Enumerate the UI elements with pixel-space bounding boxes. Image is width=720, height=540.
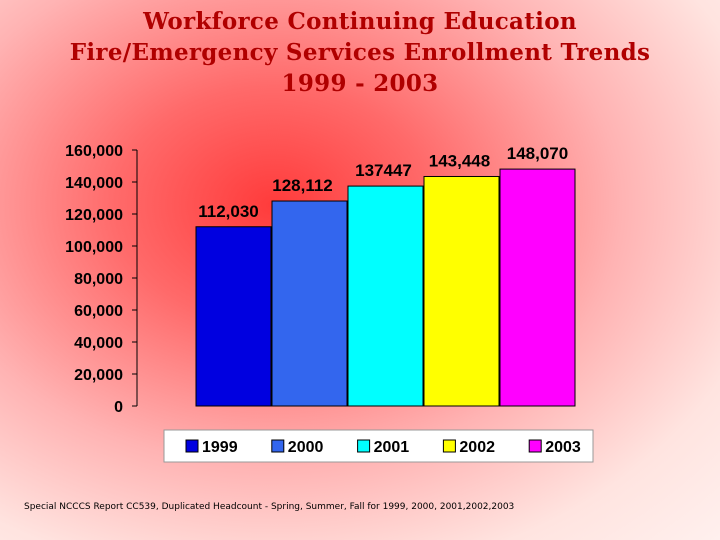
y-tick-label: 80,000 xyxy=(74,271,123,288)
bar-2002 xyxy=(423,175,500,407)
title-line-1: Workforce Continuing Education xyxy=(143,8,577,35)
y-tick-label: 160,000 xyxy=(65,143,123,160)
legend-label-2002: 2002 xyxy=(459,439,495,456)
legend-label-1999: 1999 xyxy=(202,439,238,456)
data-label-2002: 143,448 xyxy=(429,151,490,170)
bar-2003 xyxy=(499,168,576,407)
source-footnote: Special NCCCS Report CC539, Duplicated H… xyxy=(24,502,515,512)
enrollment-bar-chart: 0 20,000 40,000 60,000 80,000 100,000 120,000 1… xyxy=(65,143,594,463)
data-label-2000: 128,112 xyxy=(272,176,333,195)
legend-swatch-2000 xyxy=(271,439,285,453)
bar-2000 xyxy=(271,200,348,407)
legend-box xyxy=(163,429,594,463)
y-tick-label: 60,000 xyxy=(74,303,123,320)
bar-2001 xyxy=(347,185,424,407)
y-tick-label: 140,000 xyxy=(65,175,123,192)
legend-swatch-1999 xyxy=(185,439,199,453)
y-tick-label: 120,000 xyxy=(65,207,123,224)
bar-1999 xyxy=(195,226,272,407)
data-label-2003: 148,070 xyxy=(507,144,568,163)
legend-label-2000: 2000 xyxy=(288,439,324,456)
title-line-2: Fire/Emergency Services Enrollment Trend… xyxy=(69,39,651,66)
legend-swatch-2001 xyxy=(357,439,371,453)
legend-swatch-2003 xyxy=(528,439,542,453)
legend-swatch-2002 xyxy=(442,439,456,453)
y-tick-label: 100,000 xyxy=(65,239,123,256)
data-label-2001: 137447 xyxy=(355,161,412,180)
y-tick-label: 20,000 xyxy=(74,367,123,384)
y-tick-label: 40,000 xyxy=(74,335,123,352)
title-line-3: 1999 - 2003 xyxy=(281,70,439,97)
legend-label-2003: 2003 xyxy=(545,439,581,456)
data-label-1999: 112,030 xyxy=(198,202,259,221)
legend-label-2001: 2001 xyxy=(374,439,410,456)
y-tick-label: 0 xyxy=(114,399,123,416)
chart-title: Workforce Continuing Education Fire/Emer… xyxy=(0,6,720,99)
